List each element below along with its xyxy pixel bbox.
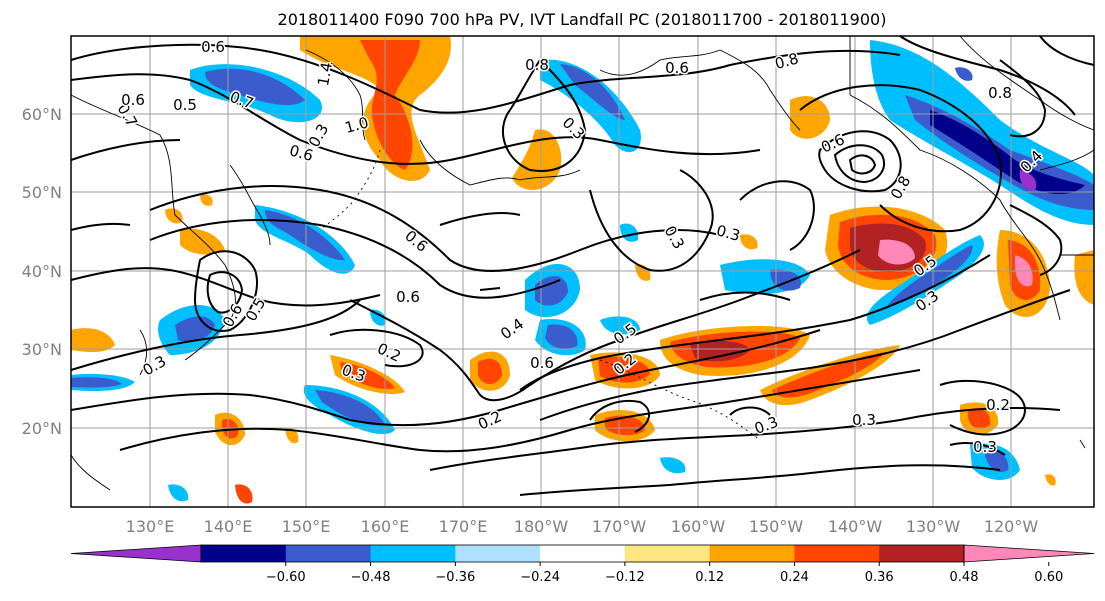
- map-frame: [70, 35, 1095, 508]
- contour-label: 1.4: [314, 61, 336, 88]
- pv-contours: [70, 35, 1095, 496]
- colorbar-segment: [455, 545, 541, 562]
- colorbar-tick-label: −0.36: [435, 570, 475, 585]
- shade-pos-8: [165, 208, 183, 224]
- colorbar-segment: [201, 545, 287, 562]
- lon-label-140e: 140°E: [204, 517, 253, 536]
- lon-label-130w: 130°W: [906, 517, 961, 536]
- shade-neg-13: [620, 223, 639, 242]
- colorbar-tick-label: 0.48: [950, 570, 979, 585]
- colorbar-tick-label: 0.36: [865, 570, 894, 585]
- shade-pos-10: [71, 328, 115, 353]
- contour-label: 0.8: [988, 84, 1012, 102]
- contour-label: 0.6: [665, 59, 689, 77]
- shade-pos-2: [512, 129, 562, 190]
- shade-pos-17b: [968, 408, 991, 429]
- colorbar-tick-label: −0.60: [266, 570, 306, 585]
- shade-pos-19: [235, 484, 253, 504]
- shade-neg-17: [370, 309, 386, 326]
- shade-neg-16: [168, 484, 189, 502]
- colorbar-segment: [879, 545, 965, 562]
- contour-label: 0.5: [173, 96, 197, 114]
- colorbar-tick-label: 0.12: [695, 570, 724, 585]
- colorbar-tick-label: −0.12: [605, 570, 645, 585]
- lat-label-40n: 40°N: [22, 262, 62, 281]
- shade-neg-1b: [205, 68, 305, 106]
- shade-pos-21: [740, 234, 758, 250]
- lat-label-60n: 60°N: [22, 105, 62, 124]
- shade-neg-2: [540, 59, 641, 153]
- shade-neg-2b: [560, 64, 625, 120]
- contour-label: 0.6: [201, 38, 225, 56]
- shade-neg-8b: [535, 276, 568, 306]
- lon-label-170w: 170°W: [592, 517, 647, 536]
- contour-label: 0.6: [530, 354, 554, 372]
- colorbar-segment: [794, 545, 880, 562]
- contour-label: 0.6: [396, 288, 420, 306]
- lon-label-140w: 140°W: [828, 517, 883, 536]
- colorbar-segments: [70, 544, 1095, 563]
- shade-pos-15b: [772, 352, 885, 398]
- shade-pos-9: [200, 194, 213, 206]
- contour-label: 0.2: [986, 396, 1010, 414]
- shade-pos-1b: [360, 40, 420, 170]
- shade-pos-3: [790, 96, 830, 139]
- map-title: 2018011400 F090 700 hPa PV, IVT Landfall…: [278, 10, 887, 29]
- lon-label-150w: 150°W: [749, 517, 804, 536]
- colorbar-extend-high: [963, 544, 1095, 563]
- lat-label-50n: 50°N: [22, 183, 62, 202]
- shade-neg-3d: [1019, 170, 1037, 191]
- shade-neg-10b: [315, 390, 385, 426]
- shade-pos-11b: [478, 358, 502, 385]
- lon-label-130e: 130°E: [126, 517, 175, 536]
- colorbar-tick-label: −0.48: [351, 570, 391, 585]
- contour-label: 0.3: [973, 438, 997, 456]
- shade-neg-18: [955, 67, 973, 81]
- shade-neg-9b: [545, 324, 578, 349]
- shade-pos-13c: [690, 340, 750, 362]
- colorbar: −0.60 −0.48 −0.36 −0.24 −0.12 0.12 0.24 0.36 0.4…: [70, 544, 1095, 585]
- shade-neg-14b: [985, 449, 1009, 473]
- colorbar-frame: [200, 544, 965, 563]
- lon-label-150e: 150°E: [282, 517, 331, 536]
- shade-pos-16b: [605, 415, 645, 436]
- colorbar-tick-label: 0.24: [780, 570, 809, 585]
- shade-neg-5b: [265, 210, 345, 261]
- shade-neg-15: [660, 457, 686, 474]
- shade-neg-3c: [930, 110, 1085, 195]
- lon-label-120w: 120°W: [984, 517, 1039, 536]
- shade-neg-7b: [71, 377, 122, 388]
- shade-pos-23: [1045, 474, 1056, 486]
- colorbar-tick-label: 0.60: [1034, 570, 1063, 585]
- shade-neg-12: [600, 316, 640, 335]
- contour-label: 0.6: [121, 91, 145, 109]
- shade-pos-7: [180, 228, 225, 255]
- shade-pos-4d: [878, 239, 915, 265]
- lat-label-30n: 30°N: [22, 340, 62, 359]
- lon-label-160e: 160°E: [361, 517, 410, 536]
- shade-neg-6b: [175, 316, 215, 342]
- lon-label-160w: 160°W: [671, 517, 726, 536]
- colorbar-segment: [624, 545, 711, 562]
- contour-label: 0.8: [525, 56, 549, 74]
- shade-neg-4b: [888, 245, 973, 305]
- lat-label-20n: 20°N: [22, 419, 62, 438]
- colorbar-ticks: −0.60 −0.48 −0.36 −0.24 −0.12 0.12 0.24 0.36 0.4…: [266, 562, 1063, 585]
- shade-pos-6: [1074, 250, 1094, 305]
- colorbar-segment: [370, 545, 456, 562]
- shade-pos-12b: [340, 362, 395, 389]
- colorbar-tick-label: −0.24: [520, 570, 560, 585]
- colorbar-segment: [540, 545, 626, 562]
- colorbar-extend-low: [70, 544, 202, 563]
- colorbar-segment: [285, 545, 372, 562]
- contour-label: 0.3: [852, 411, 876, 429]
- lon-label-170e: 170°E: [439, 517, 488, 536]
- colorbar-segment: [709, 545, 795, 562]
- lon-label-180w: 180°W: [514, 517, 569, 536]
- coastlines: [70, 35, 1095, 491]
